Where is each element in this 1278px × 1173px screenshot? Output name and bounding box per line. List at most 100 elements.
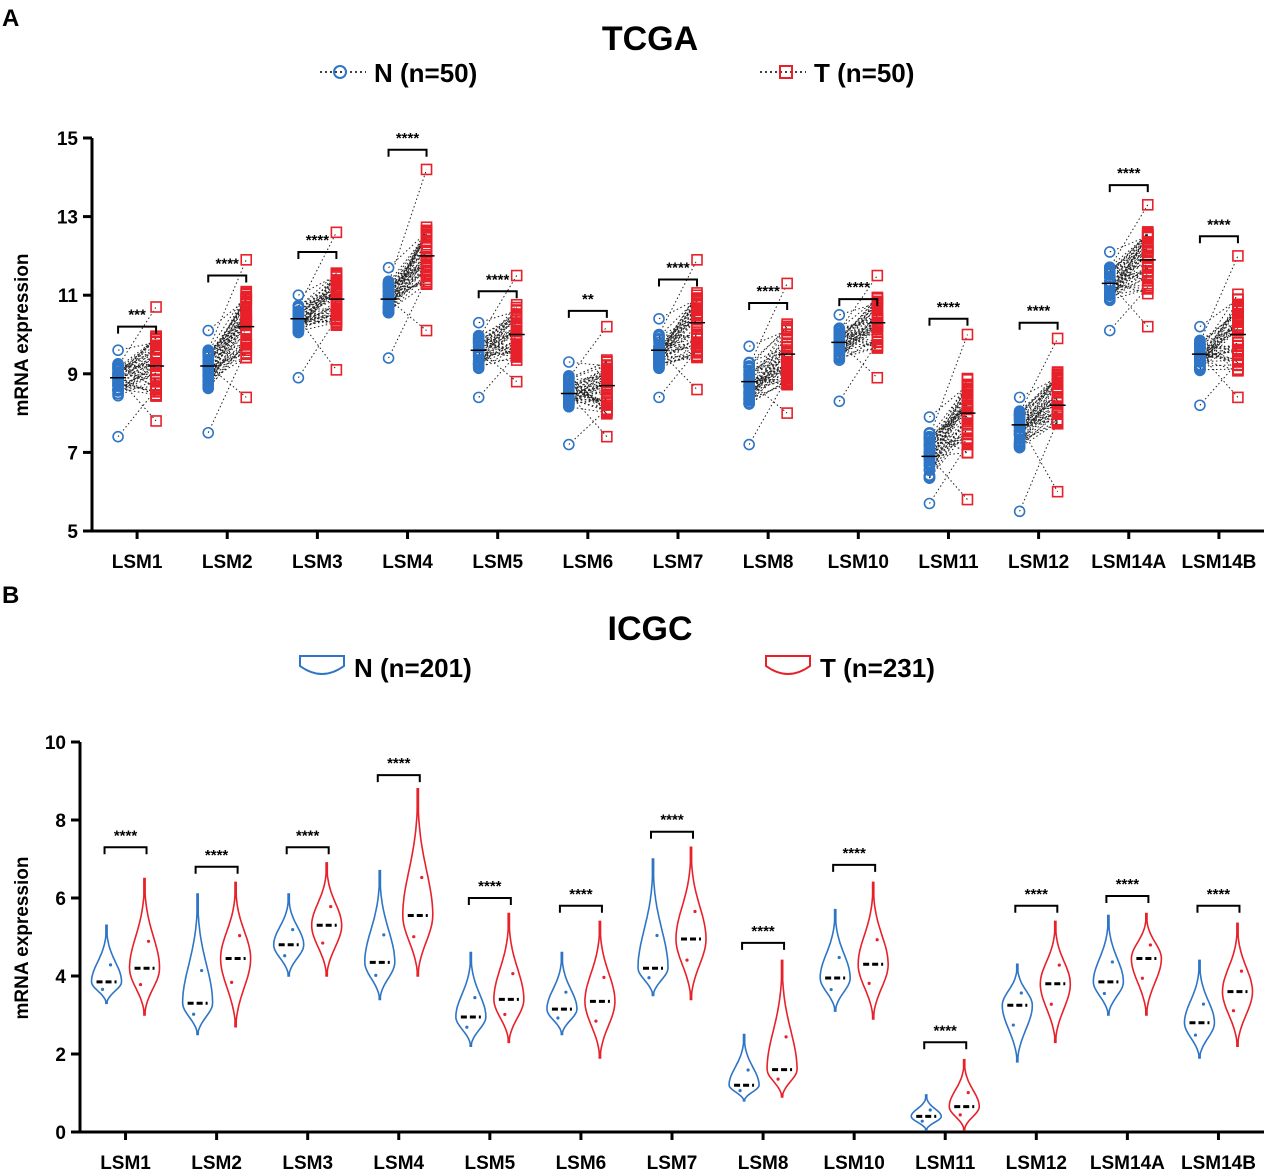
tcga-pair-line xyxy=(388,264,427,285)
icgc-n-quartile-dot xyxy=(746,1068,750,1072)
tcga-t-point xyxy=(781,374,793,387)
tcga-t-point xyxy=(240,336,253,348)
icgc-t-violin xyxy=(128,877,161,1016)
icgc-t-quartile-dot xyxy=(1231,1009,1236,1013)
tcga-pair-line xyxy=(297,275,337,333)
tcga-pair-line xyxy=(1019,380,1059,446)
tcga-pair-line xyxy=(117,338,157,381)
tcga-t-point xyxy=(781,320,793,333)
icgc-x-tick-label-lsm6: LSM6 xyxy=(556,1153,607,1173)
tcga-n-point xyxy=(202,374,215,386)
tcga-t-point xyxy=(510,269,523,282)
tcga-n-point xyxy=(1013,438,1026,451)
tcga-pair-line xyxy=(1109,237,1149,292)
tcga-pair-line xyxy=(929,391,968,447)
tcga-pair-line xyxy=(658,310,698,348)
tcga-pair-line xyxy=(298,311,337,331)
tcga-pair-line xyxy=(388,244,427,291)
tcga-t-point xyxy=(1051,416,1064,429)
tcga-n-point xyxy=(202,379,215,392)
tcga-pair-line xyxy=(1109,271,1148,285)
tcga-t-point xyxy=(150,383,162,395)
tcga-t-point xyxy=(510,301,523,314)
tcga-pair-line xyxy=(478,317,517,337)
tcga-pair-line xyxy=(207,313,247,381)
tcga-group-lsm11: LSM11 **** xyxy=(918,299,979,573)
tcga-pair-line xyxy=(1109,231,1149,284)
tcga-n-point xyxy=(923,448,936,460)
tcga-pair-line xyxy=(207,259,247,351)
icgc-n-quartile-dot xyxy=(1110,960,1114,964)
tcga-n-point xyxy=(382,352,395,364)
tcga-significance-bracket xyxy=(117,325,158,334)
tcga-legend-t: T (n=50) xyxy=(760,58,914,88)
icgc-x-tick-label-lsm1: LSM1 xyxy=(100,1153,151,1173)
icgc-significance-bracket xyxy=(741,941,786,950)
tcga-t-point xyxy=(510,347,523,359)
icgc-y-tick-label: 8 xyxy=(55,811,66,832)
icgc-n-violin xyxy=(90,924,123,1005)
tcga-pair-line xyxy=(748,339,788,377)
tcga-pair-line xyxy=(839,347,878,359)
tcga-n-point xyxy=(653,355,665,368)
tcga-pair-line xyxy=(298,311,337,321)
tcga-significance-bracket xyxy=(387,148,428,157)
tcga-pair-line xyxy=(748,379,788,404)
tcga-pair-line xyxy=(207,329,247,383)
icgc-n-quartile-dot xyxy=(920,1119,924,1123)
tcga-pair-line xyxy=(298,289,337,322)
tcga-n-point xyxy=(923,497,936,510)
tcga-n-point xyxy=(112,383,124,395)
tcga-pair-line xyxy=(478,343,517,362)
icgc-t-quartile-dot xyxy=(958,1113,962,1117)
tcga-t-point xyxy=(240,314,253,326)
tcga-t-point xyxy=(150,415,162,427)
tcga-pair-line xyxy=(117,379,157,397)
tcga-pair-line xyxy=(388,236,427,291)
tcga-pair-line xyxy=(929,455,968,500)
tcga-significance-bracket xyxy=(658,278,698,287)
tcga-t-point xyxy=(961,401,974,413)
tcga-significance-label: **** xyxy=(396,130,420,147)
tcga-t-point xyxy=(1051,485,1064,498)
tcga-pair-line xyxy=(658,319,698,340)
icgc-x-tick-label-lsm3: LSM3 xyxy=(282,1153,333,1173)
tcga-pair-line xyxy=(478,309,518,347)
icgc-x-tick-label-lsm8: LSM8 xyxy=(738,1153,789,1173)
tcga-n-point xyxy=(743,384,755,397)
tcga-pair-line xyxy=(1199,327,1239,345)
icgc-n-violin xyxy=(363,869,396,1001)
tcga-n-point xyxy=(202,324,215,337)
tcga-pair-line xyxy=(1019,391,1058,436)
tcga-group-lsm1: LSM1 *** xyxy=(110,301,165,573)
tcga-pair-line xyxy=(748,364,788,400)
tcga-n-point xyxy=(112,368,124,380)
tcga-pair-line xyxy=(388,273,427,286)
icgc-significance-label: **** xyxy=(387,755,411,772)
tcga-pair-line xyxy=(748,363,788,388)
tcga-pair-line xyxy=(658,341,698,351)
icgc-t-quartile-dot xyxy=(503,1012,507,1017)
tcga-pair-line xyxy=(748,326,788,367)
tcga-pair-line xyxy=(1109,264,1148,275)
icgc-legend: N (n=201) T (n=231) xyxy=(299,653,935,683)
tcga-pair-line xyxy=(568,369,608,405)
icgc-y-tick-label: 0 xyxy=(55,1123,66,1144)
icgc-significance-bracket xyxy=(103,846,148,855)
icgc-n-quartile-dot xyxy=(564,990,568,994)
tcga-pair-line xyxy=(207,323,247,387)
tcga-pair-line xyxy=(568,379,607,392)
tcga-pair-line xyxy=(1109,248,1148,269)
tcga-significance-bracket xyxy=(297,250,338,259)
tcga-pair-line xyxy=(838,318,878,359)
tcga-pair-line xyxy=(839,333,878,343)
tcga-pair-line xyxy=(298,290,337,314)
tcga-n-point xyxy=(923,433,936,446)
tcga-pair-line xyxy=(117,363,157,372)
tcga-pair-line xyxy=(1199,361,1239,406)
tcga-significance-bracket xyxy=(748,302,789,311)
tcga-pair-line xyxy=(1019,419,1058,429)
tcga-pair-line xyxy=(1019,407,1058,427)
tcga-pair-line xyxy=(1019,420,1059,512)
tcga-pair-line xyxy=(478,343,517,351)
